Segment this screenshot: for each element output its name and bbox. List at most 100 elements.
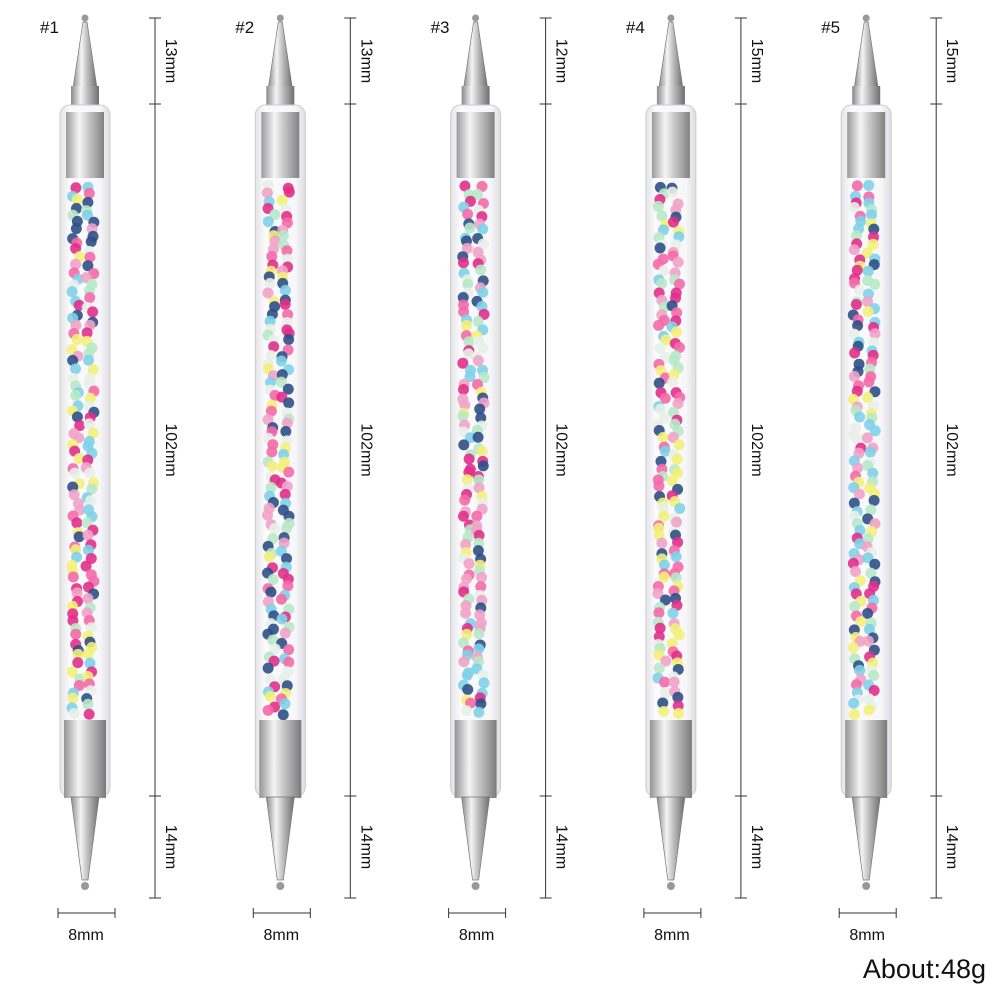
bead xyxy=(863,376,875,388)
top-ball xyxy=(862,14,870,22)
bead xyxy=(459,180,471,192)
tool-label: #4 xyxy=(626,18,645,37)
bead xyxy=(472,545,484,557)
tool-label: #1 xyxy=(40,18,59,37)
bottom-ball xyxy=(81,882,89,890)
upper-ferrule xyxy=(456,112,495,178)
bead xyxy=(850,565,862,577)
bead xyxy=(671,453,683,465)
tool: #5 15mm 102mm 14mm 8mm xyxy=(821,14,960,944)
bead xyxy=(473,643,485,655)
bead xyxy=(861,432,873,444)
bead xyxy=(82,648,94,660)
bead xyxy=(672,691,684,703)
bead xyxy=(71,517,83,529)
lower-ferrule xyxy=(64,720,106,798)
bead xyxy=(463,336,475,348)
bead xyxy=(869,558,881,570)
bead xyxy=(264,690,276,702)
bead xyxy=(674,503,686,515)
bead xyxy=(84,467,96,479)
bead xyxy=(477,342,489,354)
bead xyxy=(281,553,293,565)
bead xyxy=(462,208,474,220)
bead xyxy=(670,551,682,563)
top-tip xyxy=(267,21,293,89)
bead xyxy=(267,573,279,585)
bead xyxy=(460,320,472,332)
lower-ferrule xyxy=(845,720,888,798)
bead xyxy=(264,315,276,327)
bead xyxy=(673,342,685,354)
top-collar xyxy=(461,86,490,106)
bead xyxy=(70,242,82,254)
bead xyxy=(68,489,80,501)
tool-label: #3 xyxy=(431,18,450,37)
bead xyxy=(652,200,664,212)
bead xyxy=(473,482,485,494)
bead xyxy=(475,698,487,710)
top-ball xyxy=(667,14,675,22)
bead xyxy=(85,495,97,507)
bead xyxy=(74,420,86,432)
bead xyxy=(268,341,280,353)
bead xyxy=(85,622,97,634)
bead xyxy=(471,188,483,200)
bead xyxy=(283,397,295,409)
upper-ferrule xyxy=(651,112,690,178)
dimension-label: 14mm xyxy=(357,825,374,869)
bead xyxy=(84,392,96,404)
bead xyxy=(83,418,95,430)
bead xyxy=(473,706,485,718)
bead xyxy=(71,587,83,599)
bead xyxy=(265,350,277,362)
bead xyxy=(472,431,484,443)
bead xyxy=(283,333,295,345)
bead xyxy=(472,316,484,328)
bead xyxy=(82,196,94,208)
bead xyxy=(848,201,860,213)
bead xyxy=(457,257,469,269)
bead xyxy=(653,377,665,389)
lower-ferrule xyxy=(259,720,302,798)
bead xyxy=(461,242,473,254)
bead xyxy=(262,509,274,521)
bead xyxy=(660,655,672,667)
lower-ferrule xyxy=(649,720,692,798)
bead xyxy=(282,309,294,321)
bead xyxy=(848,697,860,709)
bead xyxy=(457,410,469,422)
bead xyxy=(658,510,670,522)
bead xyxy=(849,600,861,612)
bead xyxy=(262,704,274,716)
bead xyxy=(463,558,475,570)
bead xyxy=(279,284,291,296)
dimension-label: 14mm xyxy=(943,825,960,869)
bead xyxy=(83,187,95,199)
bead xyxy=(70,258,82,270)
bead xyxy=(473,529,485,541)
bead xyxy=(73,453,85,465)
bead xyxy=(657,431,669,443)
dimension-label: 13mm xyxy=(357,39,374,83)
bead xyxy=(72,657,84,669)
dimension-label: 14mm xyxy=(748,825,765,869)
bead xyxy=(658,265,670,277)
top-collar xyxy=(656,86,685,106)
bead xyxy=(667,607,679,619)
bottom-ball xyxy=(276,882,285,890)
bead xyxy=(657,697,669,709)
bead xyxy=(477,223,489,235)
bead xyxy=(854,664,866,676)
top-collar xyxy=(71,86,99,106)
bead xyxy=(276,613,288,625)
lower-ferrule xyxy=(454,720,497,798)
bead xyxy=(66,286,78,298)
bead xyxy=(462,278,474,290)
bead xyxy=(261,187,273,199)
bead xyxy=(477,238,489,250)
bead xyxy=(476,180,488,192)
bead xyxy=(82,209,94,221)
bead xyxy=(266,250,278,262)
bead xyxy=(658,706,670,718)
